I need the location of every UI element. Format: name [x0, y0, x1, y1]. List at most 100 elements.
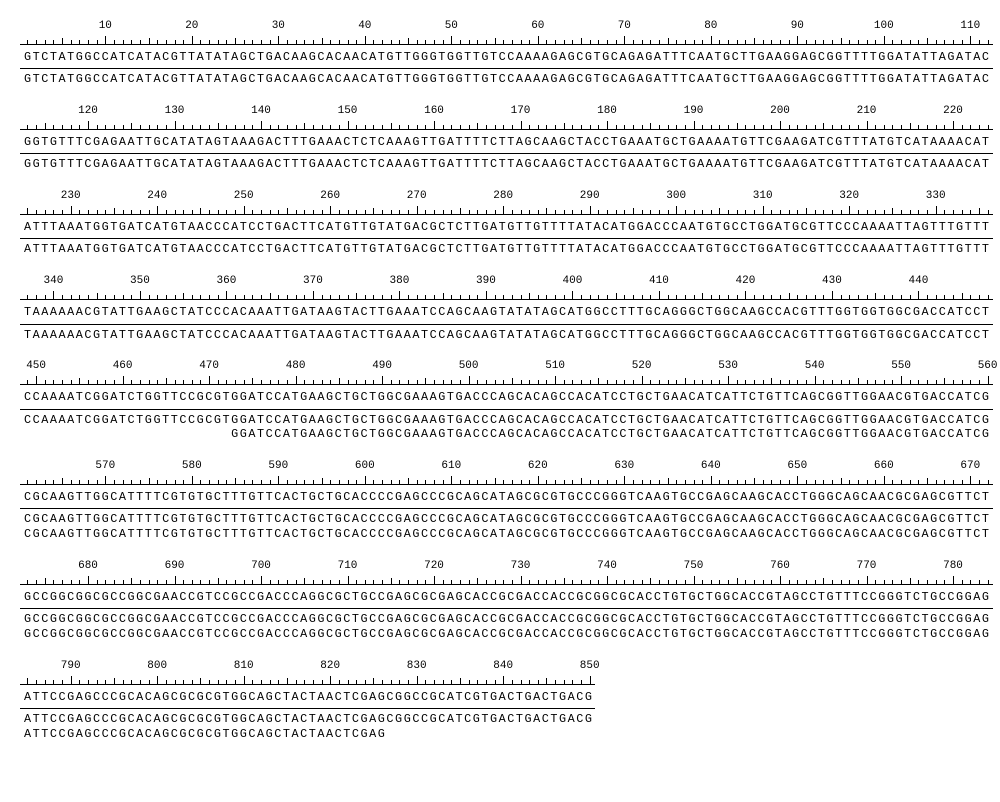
ruler-label: 580	[182, 460, 202, 472]
ruler-label: 790	[61, 660, 81, 672]
ruler-label: 40	[358, 20, 371, 32]
ruler-label: 850	[580, 660, 600, 672]
ruler-label: 310	[753, 190, 773, 202]
sequence-bottom: CGCAAGTTGGCATTTTCGTGTGCTTTGTTCACTGCTGCAC…	[20, 527, 980, 542]
ruler: 102030405060708090100110	[20, 20, 980, 48]
ruler-label: 490	[372, 360, 392, 372]
ruler-label: 730	[511, 560, 531, 572]
ruler-label: 80	[704, 20, 717, 32]
ruler-label: 760	[770, 560, 790, 572]
sequence-bottom: ATTCCGAGCCCGCACAGCGCGCGTGGCAGCTACTAACTCG…	[20, 727, 980, 742]
ruler-ticks	[20, 474, 993, 485]
ruler-label: 820	[320, 660, 340, 672]
ruler-label: 340	[44, 275, 64, 287]
ruler-ticks	[20, 289, 993, 300]
sequence-bottom: GTCTATGGCCATCATACGTTATATAGCTGACAAGCACAAC…	[20, 72, 980, 87]
separator-line	[20, 508, 993, 509]
ruler-label: 60	[531, 20, 544, 32]
sequence-bottom: ATTTAAATGGTGATCATGTAACCCATCCTGACTTCATGTT…	[20, 242, 980, 257]
ruler-label: 240	[147, 190, 167, 202]
ruler-ticks	[20, 674, 595, 685]
ruler-label: 330	[926, 190, 946, 202]
sequence-bottom: GCCGGCGGCGCCGGCGAACCGTCCGCCGACCCAGGCGCTG…	[20, 612, 980, 627]
sequence-top: ATTCCGAGCCCGCACAGCGCGCGTGGCAGCTACTAACTCG…	[20, 688, 980, 706]
ruler: 570580590600610620630640650660670	[20, 460, 980, 488]
ruler-label: 530	[718, 360, 738, 372]
ruler-label: 550	[891, 360, 911, 372]
ruler-label: 380	[390, 275, 410, 287]
sequence-bottom: TAAAAAACGTATTGAAGCTATCCCACAAATTGATAAGTAC…	[20, 328, 980, 343]
sequence-bottom-group: ATTCCGAGCCCGCACAGCGCGCGTGGCAGCTACTAACTCG…	[20, 712, 980, 741]
separator-line	[20, 708, 595, 709]
separator-line	[20, 324, 993, 325]
ruler: 790800810820830840850	[20, 660, 980, 688]
ruler-label: 20	[185, 20, 198, 32]
ruler-label: 130	[165, 105, 185, 117]
ruler-label: 160	[424, 105, 444, 117]
ruler-label: 350	[130, 275, 150, 287]
ruler-label: 780	[943, 560, 963, 572]
ruler-label: 510	[545, 360, 565, 372]
ruler-label: 120	[78, 105, 98, 117]
ruler-label: 440	[909, 275, 929, 287]
ruler-label: 90	[791, 20, 804, 32]
separator-line	[20, 238, 993, 239]
ruler-label: 740	[597, 560, 617, 572]
sequence-bottom-group: CGCAAGTTGGCATTTTCGTGTGCTTTGTTCACTGCTGCAC…	[20, 512, 980, 541]
ruler-label: 140	[251, 105, 271, 117]
ruler-label: 110	[960, 20, 980, 32]
ruler: 230240250260270280290300310320330	[20, 190, 980, 218]
sequence-top: ATTTAAATGGTGATCATGTAACCCATCCTGACTTCATGTT…	[20, 218, 980, 236]
sequence-bottom: CCAAAATCGGATCTGGTTCCGCGTGGATCCATGAAGCTGC…	[20, 413, 980, 428]
ruler-label: 230	[61, 190, 81, 202]
ruler-label: 540	[805, 360, 825, 372]
ruler-label: 640	[701, 460, 721, 472]
ruler: 120130140150160170180190200210220	[20, 105, 980, 133]
ruler-label: 520	[632, 360, 652, 372]
ruler-label: 390	[476, 275, 496, 287]
ruler-label: 750	[684, 560, 704, 572]
ruler-label: 460	[113, 360, 133, 372]
sequence-bottom-group: CCAAAATCGGATCTGGTTCCGCGTGGATCCATGAAGCTGC…	[20, 413, 980, 442]
ruler-ticks	[20, 119, 993, 130]
ruler-label: 630	[614, 460, 634, 472]
ruler-label: 660	[874, 460, 894, 472]
ruler-label: 710	[338, 560, 358, 572]
ruler-label: 590	[268, 460, 288, 472]
ruler-label: 700	[251, 560, 271, 572]
ruler-label: 270	[407, 190, 427, 202]
ruler: 680690700710720730740750760770780	[20, 560, 980, 588]
ruler-labels: 120130140150160170180190200210220	[20, 105, 993, 119]
ruler-label: 300	[666, 190, 686, 202]
alignment-block: 570580590600610620630640650660670CGCAAGT…	[20, 460, 980, 542]
ruler-label: 400	[563, 275, 583, 287]
separator-line	[20, 608, 993, 609]
separator-line	[20, 409, 993, 410]
sequence-alignment-view: 102030405060708090100110GTCTATGGCCATCATA…	[20, 20, 980, 741]
ruler-ticks	[20, 574, 993, 585]
ruler-label: 320	[839, 190, 859, 202]
ruler-label: 600	[355, 460, 375, 472]
ruler-label: 410	[649, 275, 669, 287]
sequence-bottom-group: TAAAAAACGTATTGAAGCTATCCCACAAATTGATAAGTAC…	[20, 328, 980, 343]
ruler-label: 450	[26, 360, 46, 372]
ruler-ticks	[20, 374, 993, 385]
ruler-ticks	[20, 34, 993, 45]
ruler-label: 290	[580, 190, 600, 202]
ruler-labels: 340350360370380390400410420430440	[20, 275, 993, 289]
ruler-label: 50	[445, 20, 458, 32]
ruler-label: 670	[960, 460, 980, 472]
ruler-label: 30	[272, 20, 285, 32]
ruler-labels: 450460470480490500510520530540550560	[20, 360, 993, 374]
alignment-block: 230240250260270280290300310320330ATTTAAA…	[20, 190, 980, 257]
sequence-top: GTCTATGGCCATCATACGTTATATAGCTGACAAGCACAAC…	[20, 48, 980, 66]
ruler-label: 430	[822, 275, 842, 287]
alignment-block: 680690700710720730740750760770780GCCGGCG…	[20, 560, 980, 642]
ruler-label: 570	[95, 460, 115, 472]
ruler-label: 690	[165, 560, 185, 572]
sequence-top: TAAAAAACGTATTGAAGCTATCCCACAAATTGATAAGTAC…	[20, 303, 980, 321]
ruler-label: 810	[234, 660, 254, 672]
ruler-labels: 230240250260270280290300310320330	[20, 190, 993, 204]
ruler-label: 280	[493, 190, 513, 202]
ruler-labels: 680690700710720730740750760770780	[20, 560, 993, 574]
